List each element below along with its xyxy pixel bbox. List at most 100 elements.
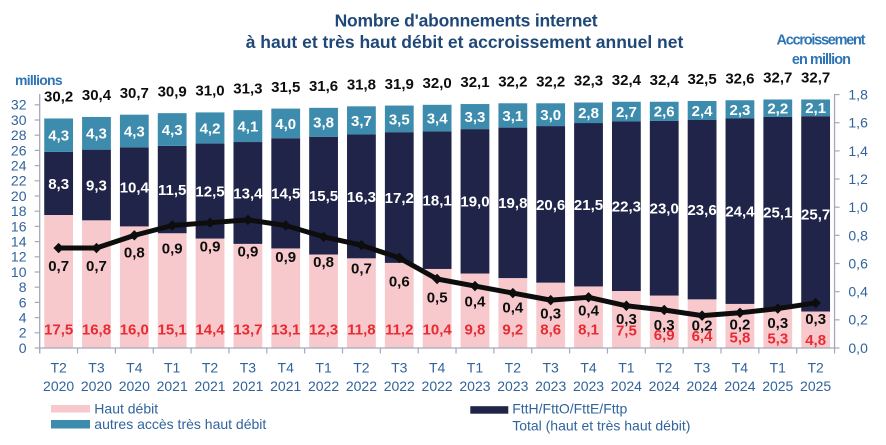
svg-text:32,0: 32,0: [423, 75, 452, 92]
svg-text:32,7: 32,7: [763, 70, 792, 87]
svg-text:2,3: 2,3: [730, 102, 751, 119]
svg-text:17,5: 17,5: [44, 321, 73, 338]
svg-text:12: 12: [11, 249, 27, 265]
svg-text:18: 18: [11, 203, 27, 219]
svg-text:14,4: 14,4: [195, 321, 225, 338]
svg-text:32,1: 32,1: [460, 74, 489, 91]
svg-text:14,5: 14,5: [271, 186, 300, 203]
svg-text:1,8: 1,8: [848, 86, 868, 102]
svg-text:11,2: 11,2: [385, 321, 413, 338]
svg-text:T4: T4: [278, 360, 295, 376]
svg-text:4,3: 4,3: [124, 123, 145, 140]
svg-text:T1: T1: [770, 360, 787, 376]
svg-text:T1: T1: [164, 360, 181, 376]
svg-text:T3: T3: [694, 360, 711, 376]
svg-text:0,4: 0,4: [502, 299, 524, 316]
svg-text:0,8: 0,8: [313, 254, 334, 271]
svg-text:32,7: 32,7: [801, 70, 830, 87]
svg-text:T4: T4: [732, 360, 749, 376]
svg-text:0,9: 0,9: [162, 241, 183, 258]
svg-text:2020: 2020: [81, 378, 112, 394]
svg-text:19,8: 19,8: [498, 195, 527, 212]
svg-text:2024: 2024: [724, 378, 755, 394]
svg-text:16,0: 16,0: [120, 321, 149, 338]
svg-text:32,5: 32,5: [687, 71, 716, 88]
svg-text:2022: 2022: [422, 378, 453, 394]
svg-text:30,4: 30,4: [82, 87, 112, 104]
svg-text:8,1: 8,1: [578, 321, 599, 338]
svg-text:32,6: 32,6: [725, 70, 754, 87]
svg-text:17,2: 17,2: [385, 190, 414, 207]
svg-text:0,0: 0,0: [848, 340, 868, 356]
svg-text:2022: 2022: [384, 378, 415, 394]
svg-text:0,5: 0,5: [427, 289, 448, 306]
svg-text:31,6: 31,6: [309, 78, 338, 95]
svg-text:8,3: 8,3: [48, 176, 69, 193]
svg-text:T2: T2: [505, 360, 522, 376]
svg-text:6,4: 6,4: [692, 328, 714, 345]
svg-text:2,7: 2,7: [616, 104, 637, 121]
svg-text:à haut et très haut débit et a: à haut et très haut débit et accroisseme…: [246, 32, 684, 52]
svg-text:25,7: 25,7: [801, 206, 830, 223]
svg-text:5,3: 5,3: [767, 331, 788, 348]
svg-text:autres accès très haut débit: autres accès très haut débit: [94, 416, 266, 432]
svg-text:3,3: 3,3: [465, 109, 486, 126]
svg-text:4,1: 4,1: [237, 118, 258, 135]
svg-text:2024: 2024: [687, 378, 718, 394]
svg-text:25,1: 25,1: [763, 205, 792, 222]
svg-text:millions: millions: [15, 72, 63, 88]
svg-text:12,5: 12,5: [195, 183, 224, 200]
svg-text:15,1: 15,1: [158, 321, 187, 338]
svg-text:T2: T2: [807, 360, 824, 376]
svg-text:8: 8: [19, 279, 27, 295]
svg-text:6: 6: [19, 294, 27, 310]
svg-text:3,0: 3,0: [540, 107, 561, 124]
svg-text:32,4: 32,4: [650, 72, 680, 89]
svg-text:T2: T2: [50, 360, 67, 376]
svg-text:2023: 2023: [573, 378, 604, 394]
svg-text:T2: T2: [353, 360, 370, 376]
svg-text:3,5: 3,5: [389, 111, 410, 128]
svg-text:2,8: 2,8: [578, 105, 599, 122]
svg-text:15,5: 15,5: [309, 188, 338, 205]
svg-text:2025: 2025: [762, 378, 793, 394]
svg-text:2021: 2021: [194, 378, 225, 394]
svg-text:30,9: 30,9: [158, 83, 187, 100]
svg-text:0,4: 0,4: [848, 284, 868, 300]
svg-text:9,3: 9,3: [86, 177, 107, 194]
svg-text:1,0: 1,0: [848, 199, 868, 215]
svg-text:Total (haut et très haut débit: Total (haut et très haut débit): [512, 418, 690, 434]
svg-text:0,3: 0,3: [654, 317, 675, 334]
svg-text:1,2: 1,2: [848, 171, 868, 187]
svg-text:24,4: 24,4: [725, 204, 755, 221]
svg-text:T3: T3: [88, 360, 105, 376]
svg-text:0,8: 0,8: [124, 244, 145, 261]
svg-text:0,7: 0,7: [48, 258, 69, 275]
svg-text:26: 26: [11, 142, 27, 158]
svg-text:3,8: 3,8: [313, 115, 334, 132]
svg-text:2020: 2020: [43, 378, 74, 394]
svg-text:18,1: 18,1: [423, 193, 452, 210]
svg-text:3,7: 3,7: [351, 113, 372, 130]
svg-text:4,8: 4,8: [805, 332, 826, 349]
svg-text:23,0: 23,0: [650, 201, 679, 218]
svg-text:4,3: 4,3: [86, 126, 107, 143]
svg-text:7,5: 7,5: [616, 323, 637, 340]
svg-text:2020: 2020: [119, 378, 150, 394]
svg-text:31,8: 31,8: [347, 77, 376, 94]
svg-text:T2: T2: [656, 360, 673, 376]
svg-text:en million: en million: [792, 52, 850, 68]
svg-text:T4: T4: [580, 360, 597, 376]
svg-text:16,8: 16,8: [82, 321, 111, 338]
svg-text:4,2: 4,2: [200, 120, 221, 137]
svg-text:FttH/FttO/FttE/Fttp: FttH/FttO/FttE/Fttp: [512, 401, 627, 417]
svg-text:22,3: 22,3: [612, 199, 641, 216]
svg-text:21,5: 21,5: [574, 197, 603, 214]
svg-text:0,3: 0,3: [767, 315, 788, 332]
svg-text:T1: T1: [315, 360, 332, 376]
svg-text:0,9: 0,9: [200, 238, 221, 255]
svg-text:30: 30: [11, 112, 27, 128]
svg-text:2,4: 2,4: [692, 103, 714, 120]
svg-text:3,4: 3,4: [427, 111, 449, 128]
svg-text:4: 4: [19, 310, 27, 326]
